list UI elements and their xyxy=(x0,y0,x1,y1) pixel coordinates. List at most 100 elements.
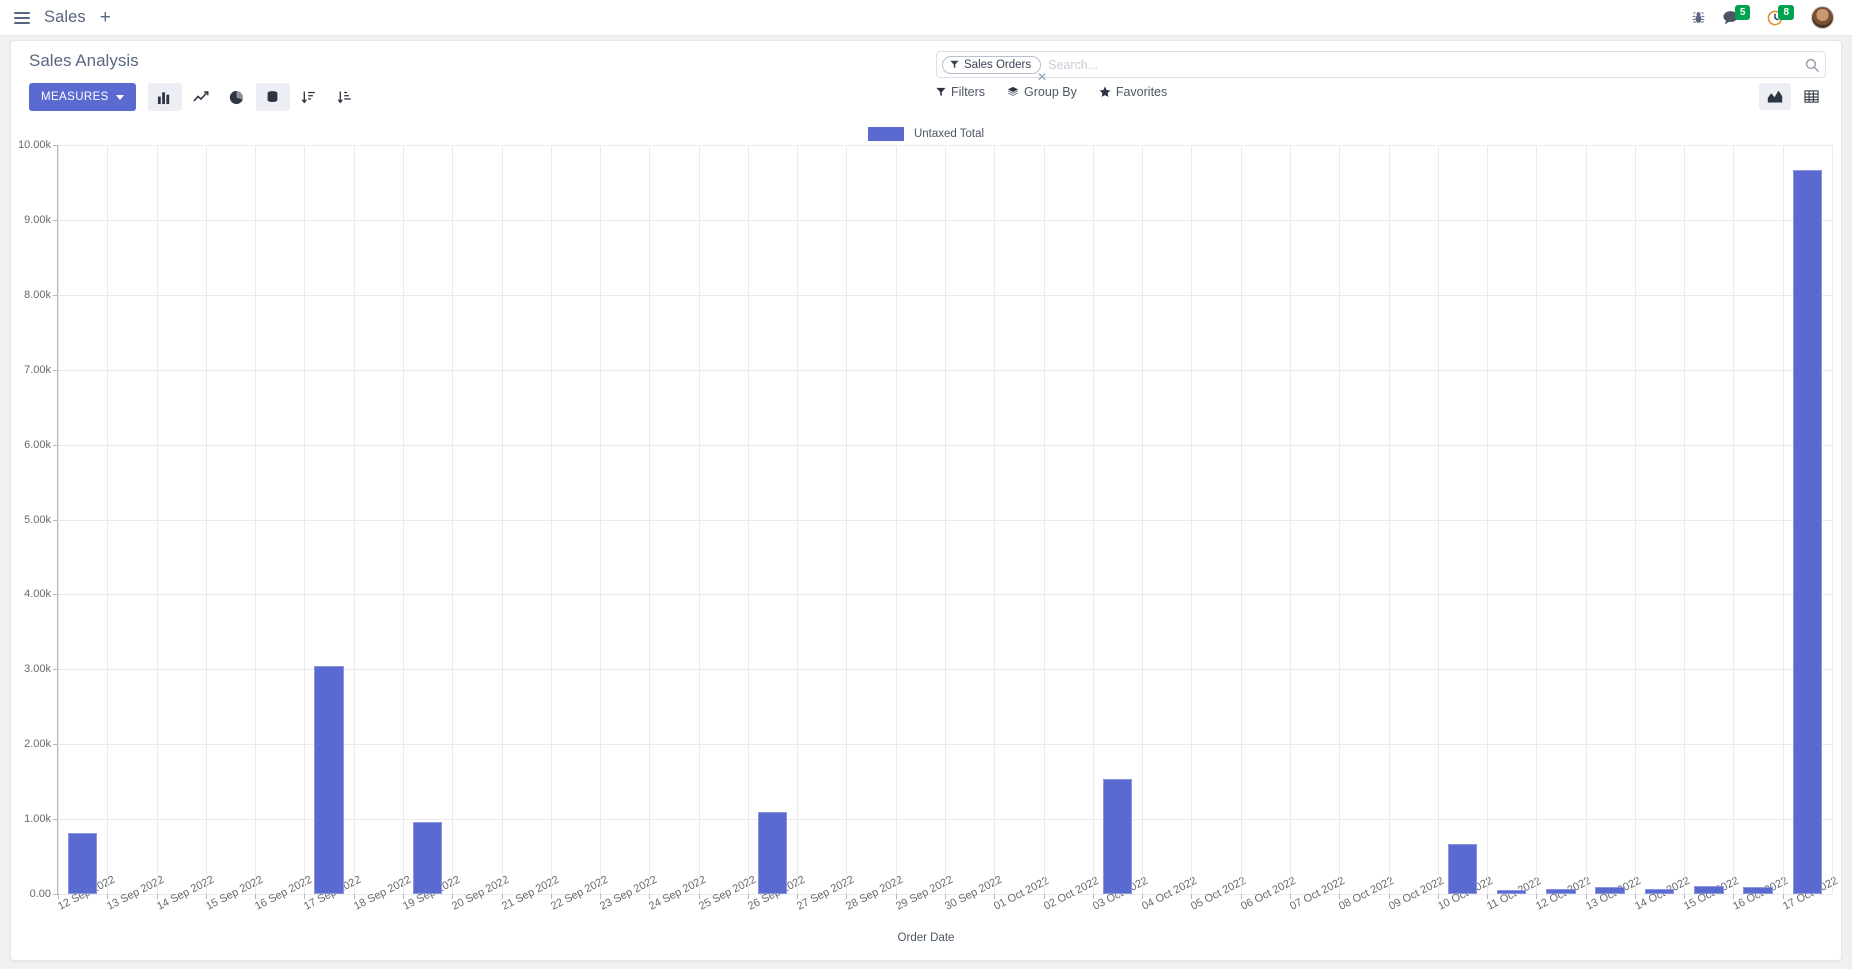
bar-chart-icon[interactable] xyxy=(147,83,182,111)
x-gridline xyxy=(994,145,996,894)
chart-bar[interactable] xyxy=(1743,887,1773,894)
remove-facet-icon[interactable]: ✕ xyxy=(1037,70,1048,84)
x-tick-mark xyxy=(747,894,749,899)
y-tick-mark xyxy=(53,819,58,821)
x-gridline xyxy=(1388,145,1390,894)
x-gridline xyxy=(1043,145,1045,894)
chart-bar[interactable] xyxy=(1694,885,1724,894)
y-tick-mark xyxy=(53,219,58,221)
chart-bar[interactable] xyxy=(1644,888,1675,894)
page-title: Sales Analysis xyxy=(29,51,139,70)
x-gridline xyxy=(353,145,355,894)
search-area: Sales Orders ✕ xyxy=(936,51,1826,83)
x-tick-mark xyxy=(107,894,109,899)
chevron-down-icon xyxy=(115,94,124,100)
y-tick-mark xyxy=(53,369,58,371)
search-facet-sales-orders[interactable]: Sales Orders xyxy=(942,55,1042,74)
x-gridline xyxy=(698,145,700,894)
x-tick-mark xyxy=(1092,894,1094,899)
y-tick-label: 10.00k xyxy=(17,139,51,151)
x-tick-mark xyxy=(600,894,602,899)
chart-bar[interactable] xyxy=(412,822,443,894)
chart-bar[interactable] xyxy=(1102,779,1133,894)
legend-swatch-untaxed-total[interactable] xyxy=(867,127,904,141)
x-gridline xyxy=(501,145,503,894)
x-gridline xyxy=(1289,145,1291,894)
y-tick-label: 0.00 xyxy=(29,888,51,900)
activities-badge: 8 xyxy=(1778,5,1794,20)
legend-label-untaxed-total: Untaxed Total xyxy=(913,128,985,140)
x-tick-mark xyxy=(353,894,355,899)
x-tick-mark xyxy=(156,894,158,899)
y-tick-label: 5.00k xyxy=(24,513,51,526)
new-record-button[interactable]: + xyxy=(99,7,111,28)
y-tick-label: 2.00k xyxy=(24,738,51,751)
x-tick-mark xyxy=(1388,894,1390,899)
x-tick-mark xyxy=(205,894,207,899)
y-tick-label: 4.00k xyxy=(24,588,51,601)
x-gridline xyxy=(1782,145,1784,894)
sort-ascending-icon[interactable] xyxy=(328,83,362,111)
x-gridline xyxy=(1142,145,1144,894)
sort-descending-icon[interactable] xyxy=(292,83,326,111)
y-tick-mark xyxy=(53,519,58,521)
x-gridline xyxy=(550,145,552,894)
x-gridline xyxy=(58,145,59,894)
x-tick-mark xyxy=(1289,894,1291,899)
chart-bar[interactable] xyxy=(67,832,98,894)
activities-clock-icon[interactable]: 8 xyxy=(1767,5,1794,26)
x-tick-mark xyxy=(304,894,306,899)
measures-button[interactable]: MEASURES xyxy=(29,83,136,111)
group-by-dropdown[interactable]: Group By xyxy=(1007,85,1077,99)
x-tick-mark xyxy=(846,894,848,899)
x-gridline xyxy=(156,145,158,894)
x-gridline xyxy=(1585,145,1587,894)
chart-type-group xyxy=(147,83,362,111)
chart-bar[interactable] xyxy=(1595,886,1626,894)
favorites-dropdown[interactable]: Favorites xyxy=(1099,85,1167,99)
chart-toolbar: MEASURES xyxy=(29,83,362,111)
chart-bar[interactable] xyxy=(757,811,788,894)
app-name[interactable]: Sales xyxy=(44,8,86,26)
x-tick-mark xyxy=(1487,894,1489,899)
x-gridline xyxy=(1634,145,1636,894)
graph-view-icon[interactable] xyxy=(1759,83,1791,110)
x-tick-mark xyxy=(1240,894,1242,899)
x-tick-mark xyxy=(1782,894,1784,899)
chart-bar[interactable] xyxy=(314,665,344,894)
pivot-view-icon[interactable] xyxy=(1795,83,1827,110)
filter-menu-bar: Filters Group By Favorites xyxy=(936,85,1167,99)
filters-dropdown[interactable]: Filters xyxy=(936,85,985,99)
x-gridline xyxy=(600,145,602,894)
search-input[interactable] xyxy=(1041,57,1805,72)
x-tick-mark xyxy=(1733,894,1735,899)
bug-icon[interactable] xyxy=(1691,10,1706,25)
y-tick-mark xyxy=(53,145,58,146)
x-tick-mark xyxy=(895,894,897,899)
chart-bar[interactable] xyxy=(1546,888,1576,894)
y-tick-mark xyxy=(53,294,58,296)
x-gridline xyxy=(1092,145,1094,894)
messages-icon[interactable]: 5 xyxy=(1723,5,1751,25)
x-gridline xyxy=(1832,145,1833,894)
chart-bar[interactable] xyxy=(1496,889,1527,894)
chart-bar[interactable] xyxy=(1447,843,1478,894)
chart-bar[interactable] xyxy=(1792,170,1823,894)
y-tick-mark xyxy=(53,594,58,596)
pie-chart-icon[interactable] xyxy=(220,83,254,111)
x-tick-mark xyxy=(402,894,404,899)
top-navbar: Sales + 5 xyxy=(0,0,1852,36)
x-gridline xyxy=(452,145,454,894)
filters-label: Filters xyxy=(951,85,986,99)
line-chart-icon[interactable] xyxy=(184,83,218,111)
stacked-icon[interactable] xyxy=(255,83,290,111)
hamburger-icon[interactable] xyxy=(14,11,30,24)
search-bar[interactable]: Sales Orders ✕ xyxy=(936,51,1826,83)
measures-button-label: MEASURES xyxy=(41,91,109,103)
navbar-left: Sales + xyxy=(14,8,111,27)
y-tick-label: 7.00k xyxy=(24,363,51,376)
chart-canvas[interactable]: 0.00 1.00k 2.00k 3.00k 4.00k 5.00k 6.00k 7.00k 8… xyxy=(18,139,1840,913)
search-icon[interactable] xyxy=(1805,58,1819,72)
user-avatar[interactable] xyxy=(1811,6,1834,29)
search-facet-label: Sales Orders xyxy=(964,58,1032,71)
